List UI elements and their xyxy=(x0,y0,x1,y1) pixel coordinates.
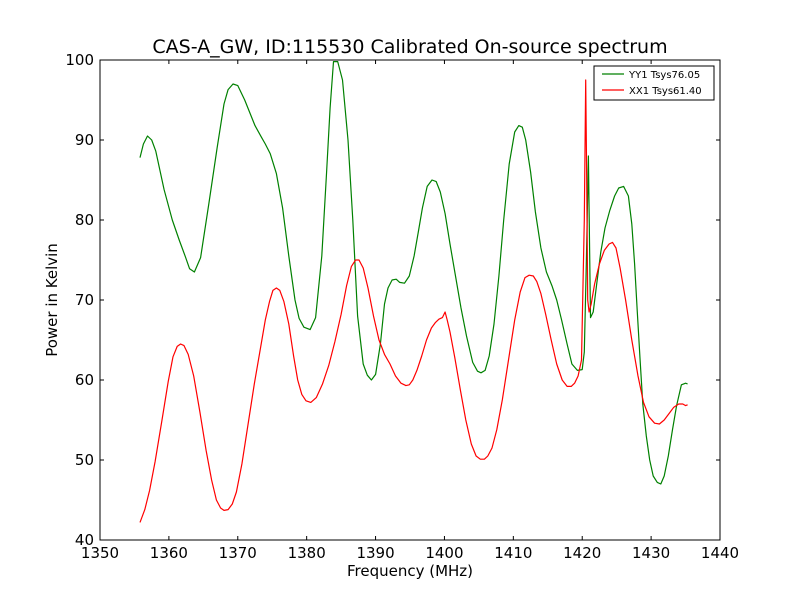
y-tick-label: 50 xyxy=(75,451,94,469)
x-axis-ticks: 1350 1360 1370 1380 1390 1400 1410 1420 1430 1440 xyxy=(81,60,739,562)
legend-label-xx1: XX1 Tsys61.40 xyxy=(629,86,702,97)
series-layer xyxy=(139,60,688,523)
legend-label-yy1: YY1 Tsys76.05 xyxy=(628,70,700,81)
y-tick-label: 70 xyxy=(75,291,94,309)
y-tick-label: 80 xyxy=(75,211,94,229)
x-tick-label: 1370 xyxy=(219,544,257,562)
y-axis-label: Power in Kelvin xyxy=(43,243,61,357)
y-tick-label: 100 xyxy=(65,51,94,69)
y-tick-label: 40 xyxy=(75,531,94,549)
x-tick-label: 1360 xyxy=(150,544,188,562)
y-axis-ticks: 40 50 60 70 80 90 100 xyxy=(65,51,720,549)
chart-title: CAS-A_GW, ID:115530 Calibrated On-source… xyxy=(152,36,667,58)
legend-box xyxy=(593,65,715,101)
x-tick-label: 1420 xyxy=(563,544,601,562)
series-line-yy1 xyxy=(139,60,688,485)
x-tick-label: 1430 xyxy=(632,544,670,562)
y-tick-label: 90 xyxy=(75,131,94,149)
x-tick-label: 1400 xyxy=(425,544,463,562)
x-tick-label: 1440 xyxy=(701,544,739,562)
x-tick-label: 1390 xyxy=(356,544,394,562)
series-line-xx1 xyxy=(139,79,688,523)
x-tick-label: 1380 xyxy=(288,544,326,562)
x-axis-label: Frequency (MHz) xyxy=(347,562,473,580)
legend: YY1 Tsys76.05 XX1 Tsys61.40 xyxy=(593,65,715,101)
y-tick-label: 60 xyxy=(75,371,94,389)
x-tick-label: 1350 xyxy=(81,544,119,562)
x-tick-label: 1410 xyxy=(494,544,532,562)
